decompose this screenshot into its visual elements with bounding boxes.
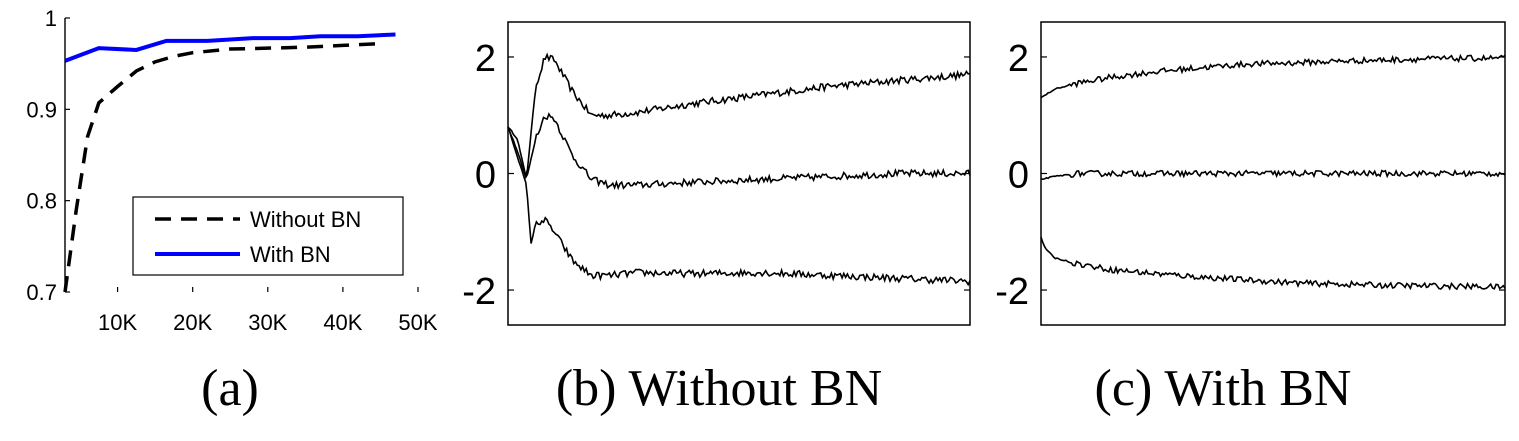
panel-a-caption: (a) — [201, 360, 259, 417]
panel-b-trace-3-line — [507, 126, 971, 287]
panel-a-ytick-label: 0.7 — [26, 280, 57, 305]
panel-a-ytick-label: 1 — [45, 6, 57, 31]
panel-c-ytick-label: 0 — [1008, 155, 1029, 197]
panel-a-ytick-label: 0.8 — [26, 189, 57, 214]
panel-b-caption: (b) Without BN — [556, 360, 882, 417]
panel-c-ytick-label: -2 — [995, 271, 1029, 313]
panel-c-trace-3-line — [1040, 236, 1506, 291]
panel-c-trace-2-line — [1040, 168, 1506, 181]
panel-a-xtick-label: 30K — [248, 310, 287, 335]
panel-a-legend — [132, 196, 404, 276]
panel-b-trace-2-line — [507, 112, 971, 191]
panel-b-trace-1-line — [507, 52, 971, 177]
panel-a-xtick-label: 40K — [323, 310, 362, 335]
panel-a-xtick-label: 50K — [398, 310, 437, 335]
panel-a-series-with-bn-line — [64, 32, 396, 63]
panel-c-ytick-label: 2 — [1008, 38, 1029, 80]
panel-b-ytick-label: 0 — [475, 155, 496, 197]
panel-a-xtick-label: 10K — [98, 310, 137, 335]
panel-a-series-without-bn-line — [63, 41, 381, 293]
legend-with-bn-label: With BN — [250, 242, 331, 267]
panel-b-ytick-label: 2 — [475, 38, 496, 80]
panel-a-xtick-label: 20K — [173, 310, 212, 335]
panel-a-ytick-label: 0.9 — [26, 97, 57, 122]
panel-c-caption: (c) With BN — [1095, 360, 1352, 417]
panel-b-ytick-label: -2 — [462, 271, 496, 313]
panel-c-trace-1-line — [1040, 53, 1506, 99]
legend-without-bn-label: Without BN — [250, 207, 361, 232]
